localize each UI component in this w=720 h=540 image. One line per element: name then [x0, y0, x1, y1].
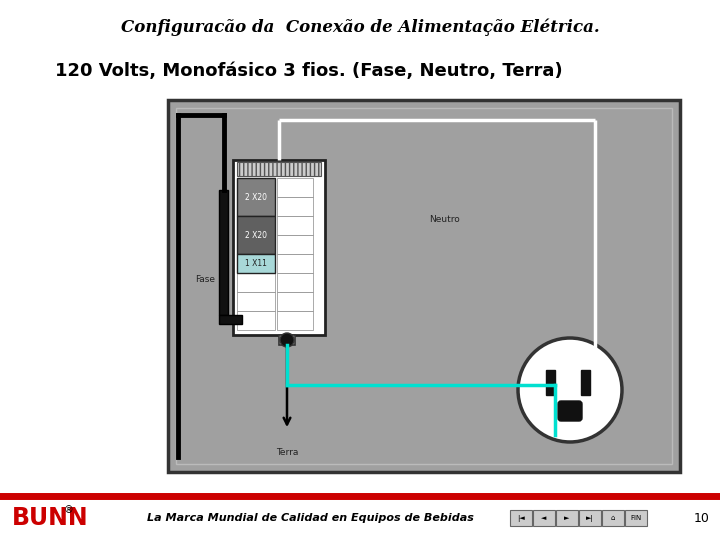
Bar [533, 510, 555, 526]
Text: |◄: |◄ [517, 515, 525, 522]
Text: Neutro: Neutro [430, 215, 460, 225]
Bar [237, 178, 275, 216]
Text: BUNN: BUNN [12, 506, 89, 530]
Bar [277, 235, 313, 254]
Bar [237, 254, 275, 273]
Text: Configuracão da  Conexão de Alimentação Elétrica.: Configuracão da Conexão de Alimentação E… [121, 18, 599, 36]
Bar [277, 273, 313, 292]
Bar [277, 178, 313, 197]
Text: 2 X20: 2 X20 [245, 231, 267, 240]
FancyBboxPatch shape [558, 401, 582, 421]
Bar [237, 311, 275, 330]
Bar [625, 510, 647, 526]
Bar [237, 235, 275, 254]
Bar [168, 100, 680, 472]
Bar [277, 311, 313, 330]
Bar [233, 160, 325, 335]
Bar [237, 197, 275, 216]
Text: Fase: Fase [195, 275, 215, 285]
Bar [237, 216, 275, 235]
Text: La Marca Mundial de Calidad en Equipos de Bebidas: La Marca Mundial de Calidad en Equipos d… [147, 513, 474, 523]
Bar [237, 178, 275, 197]
Text: ◄: ◄ [541, 515, 546, 521]
Text: ►|: ►| [586, 515, 594, 522]
Text: ®: ® [64, 505, 73, 515]
Bar [277, 292, 313, 311]
Bar [277, 254, 313, 273]
Bar [277, 197, 313, 216]
Text: Terra: Terra [276, 448, 298, 457]
Text: ⌂: ⌂ [611, 515, 616, 521]
Bar [581, 369, 590, 395]
Bar [237, 273, 275, 292]
Bar [219, 315, 242, 324]
Text: 10: 10 [694, 511, 710, 524]
Bar [277, 216, 313, 235]
Circle shape [518, 338, 622, 442]
Text: 1 X11: 1 X11 [245, 259, 267, 268]
Bar [219, 190, 228, 315]
Bar [237, 216, 275, 254]
Bar [546, 369, 554, 395]
Bar [176, 108, 672, 464]
Text: 120 Volts, Monofásico 3 fios. (Fase, Neutro, Terra): 120 Volts, Monofásico 3 fios. (Fase, Neu… [55, 62, 562, 80]
Bar [237, 292, 275, 311]
Bar [510, 510, 532, 526]
Bar [279, 335, 295, 345]
Bar [556, 510, 578, 526]
Text: ►: ► [564, 515, 570, 521]
Bar [237, 162, 321, 176]
Bar [237, 254, 275, 273]
Text: 2 X20: 2 X20 [245, 192, 267, 201]
Bar [579, 510, 601, 526]
Circle shape [280, 333, 294, 347]
Text: FIN: FIN [631, 515, 642, 521]
Bar [602, 510, 624, 526]
